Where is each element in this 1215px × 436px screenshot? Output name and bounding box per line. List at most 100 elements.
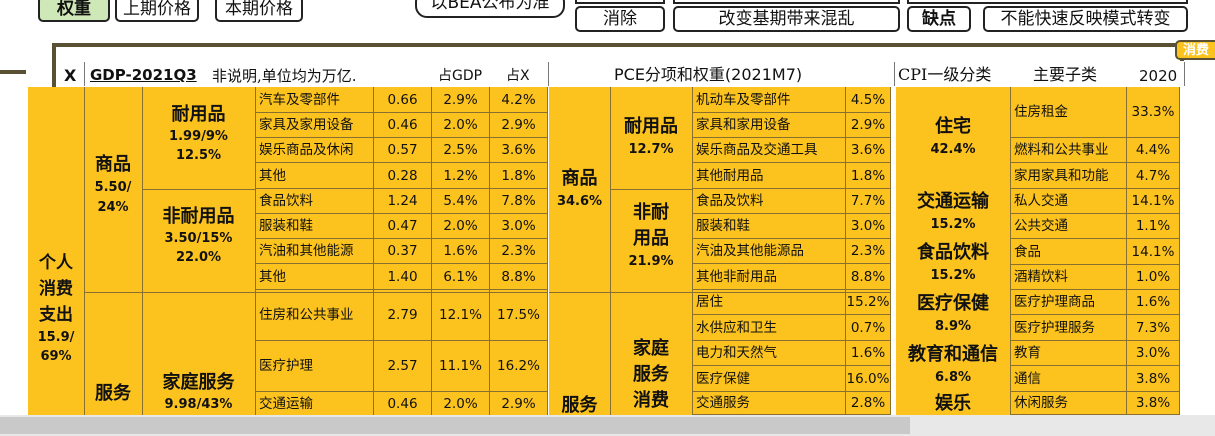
gdp-row-value: 0.66: [374, 87, 432, 113]
cpi-row-pct: 3.8%: [1127, 392, 1180, 415]
pce-row-pct: 7.7%: [846, 189, 891, 214]
pce-row-durable-end: [610, 189, 692, 190]
base-change-node[interactable]: 改变基期带来混乱: [673, 6, 900, 32]
cpi-food-name: 食品饮料: [917, 242, 989, 263]
cpi-row-pct: 14.1%: [1127, 239, 1180, 265]
cpi-row-pct: 1.6%: [1127, 290, 1180, 315]
pce-row-pct: 0.7%: [846, 315, 891, 341]
cpi-row-name: 食品: [1010, 239, 1127, 265]
personal-line-4: 15.9/: [37, 330, 75, 345]
gdp-row-value: 0.47: [374, 214, 432, 239]
cpi-row-name: 医疗护理商品: [1010, 290, 1127, 315]
pce-durable-name: 耐用品: [624, 116, 678, 137]
pce-row-pct: 2.8%: [846, 392, 891, 415]
pct-gdp-header: 占GDP: [438, 68, 483, 84]
gdp-durable-value: 1.99/9%: [169, 129, 228, 144]
cannot-reflect-node[interactable]: 不能快速反映模式转变: [983, 6, 1188, 32]
personal-consumption-label: 个人 消费 支出 15.9/ 69%: [28, 250, 84, 366]
cpi-education-pct: 6.8%: [934, 370, 972, 385]
header-divider-3: [894, 62, 895, 86]
gdp-row-pct-x: 1.8%: [490, 163, 548, 189]
gdp-goods-value: 5.50/: [94, 180, 132, 195]
cpi-row-pct: 3.8%: [1127, 366, 1180, 392]
gdp-row-value: 0.57: [374, 138, 432, 163]
cpi-food-label: 食品饮料 15.2%: [896, 240, 1010, 286]
pce-nondurable-pct: 21.9%: [628, 254, 674, 269]
toolbar-top-borders: [575, 0, 665, 4]
gdp-col-line-2: [142, 87, 143, 415]
gdp-row-value: 2.79: [374, 290, 432, 341]
gdp-household-value: 9.98/43%: [164, 397, 233, 412]
bea-note-node[interactable]: 以BEA公布为准: [415, 0, 565, 18]
pce-goods-pct: 34.6%: [556, 194, 603, 209]
cpi-housing-name: 住宅: [935, 116, 971, 137]
pce-row-pct: 8.8%: [846, 264, 891, 290]
gdp-services-label: 服务: [95, 383, 131, 404]
gdp-row-pct-gdp: 2.0%: [432, 113, 490, 138]
pce-row-name: 其他耐用品: [692, 163, 846, 189]
weight-node[interactable]: 权重: [38, 0, 110, 22]
gdp-col-line-3: [255, 87, 256, 415]
gdp-row-pct-x: 2.9%: [490, 113, 548, 138]
cpi-food-pct: 15.2%: [930, 268, 976, 283]
gdp-goods-label: 商品 5.50/ 24%: [84, 152, 142, 218]
gdp-nondurable-value: 3.50/15%: [164, 231, 233, 246]
pce-nondurable-label: 非耐 用品 21.9%: [610, 200, 692, 272]
pce-row-pct: 15.2%: [846, 290, 891, 315]
cpi-row-pct: 1.0%: [1127, 265, 1180, 290]
cur-price-node[interactable]: 本期价格: [215, 0, 303, 22]
pce-row-pct: 1.8%: [846, 163, 891, 189]
drawback-node[interactable]: 缺点: [907, 6, 971, 32]
pce-household-label: 家庭 服务 消费: [610, 336, 692, 414]
gdp-row-name: 娱乐商品及休闲: [255, 138, 374, 163]
pce-row-name: 汽油及其他能源品: [692, 239, 846, 264]
pce-row-name: 家具和家用设备: [692, 113, 846, 138]
pce-household-line-3: 消费: [633, 390, 669, 411]
gdp-row-pct-gdp: 2.0%: [432, 214, 490, 239]
gdp-row-pct-gdp: 5.4%: [432, 189, 490, 214]
horizontal-scrollbar-thumb[interactable]: [0, 417, 910, 434]
gdp-row-pct-gdp: 6.1%: [432, 264, 490, 290]
pce-nondurable-name-1: 非耐: [633, 202, 669, 223]
gdp-row-name: 交通运输: [255, 392, 374, 417]
pce-services-label: 服务: [561, 395, 598, 416]
cpi-row-name: 家用家具和功能: [1010, 163, 1127, 189]
pce-durable-pct: 12.7%: [628, 142, 674, 157]
gdp-row-value: 2.57: [374, 341, 432, 392]
cpi-transport-name: 交通运输: [917, 191, 989, 212]
prev-price-node[interactable]: 上期价格: [115, 0, 199, 22]
pct-x-header: 占X: [506, 68, 530, 84]
cpi-table-bg: [896, 87, 1180, 415]
gdp-row-pct-x: 17.5%: [490, 290, 548, 341]
personal-line-3: 支出: [39, 305, 73, 325]
pce-row-name: 服装和鞋: [692, 214, 846, 239]
pce-household-line-1: 家庭: [633, 338, 669, 359]
gdp-row-name: 家具及家用设备: [255, 113, 374, 138]
pce-goods-name: 商品: [561, 168, 598, 189]
gdp-row-value: 1.40: [374, 264, 432, 290]
pce-nondurable-name-2: 用品: [633, 228, 669, 249]
pce-row-name: 医疗保健: [692, 366, 846, 392]
consumption-tag[interactable]: 消费: [1175, 40, 1215, 60]
personal-line-5: 69%: [40, 349, 72, 364]
pce-row-name: 食品及饮料: [692, 189, 846, 214]
gdp-row-pct-gdp: 2.0%: [432, 392, 490, 417]
cpi-education-name: 教育和通信: [908, 344, 998, 365]
pce-durable-label: 耐用品 12.7%: [610, 114, 692, 160]
cpi-medical-name: 医疗保健: [917, 293, 989, 314]
pce-row-pct: 1.6%: [846, 341, 891, 366]
cpi-transport-pct: 15.2%: [930, 217, 976, 232]
cpi-education-label: 教育和通信 6.8%: [896, 342, 1010, 388]
pce-row-pct: 3.6%: [846, 138, 891, 163]
gdp-row-pct-gdp: 12.1%: [432, 290, 490, 341]
eliminate-node[interactable]: 消除: [575, 6, 665, 32]
gdp-title: GDP-2021Q3: [90, 66, 197, 84]
cpi-row-name: 通信: [1010, 366, 1127, 392]
gdp-row-pct-gdp: 11.1%: [432, 341, 490, 392]
cpi-medical-label: 医疗保健 8.9%: [896, 291, 1010, 337]
toolbar-top-borders-3: [907, 0, 1188, 4]
pce-row-pct: 2.3%: [846, 239, 891, 264]
gdp-row-value: 1.24: [374, 189, 432, 214]
cpi-row-pct: 33.3%: [1127, 87, 1180, 138]
header-divider-4: [1184, 62, 1185, 86]
